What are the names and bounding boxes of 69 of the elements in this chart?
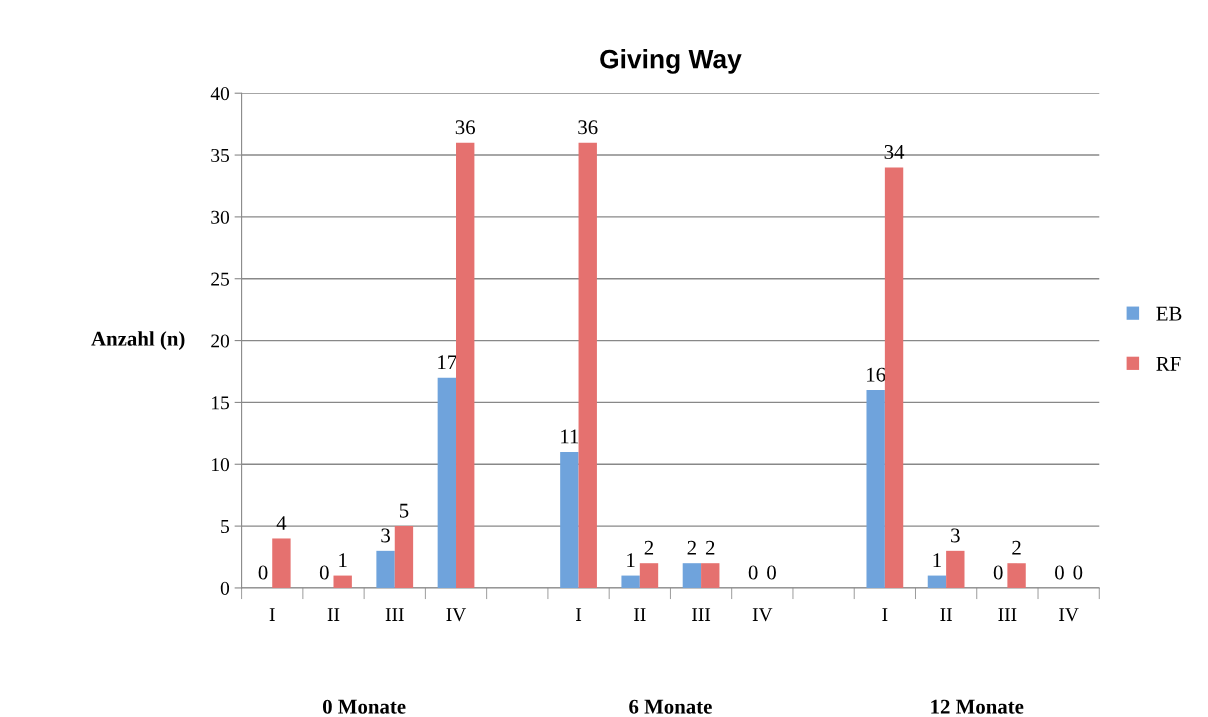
x-tick-label: II — [634, 608, 646, 621]
y-tick-label: 0 — [220, 581, 230, 595]
bar — [701, 563, 720, 588]
bar — [639, 563, 659, 588]
text: 0 Monate — [322, 699, 406, 714]
data-label: 2 — [644, 540, 654, 555]
y-tick-label: 25 — [211, 272, 230, 286]
data-label: 5 — [399, 503, 409, 518]
data-label: 16 — [867, 367, 886, 382]
bar — [927, 575, 947, 588]
text: 12 Monate — [931, 699, 1024, 714]
y-tick-label: 5 — [221, 520, 230, 534]
bar — [946, 550, 965, 588]
bar — [884, 167, 904, 588]
data-label: 1 — [627, 553, 635, 567]
bar — [682, 563, 702, 588]
data-label: 3 — [381, 528, 390, 543]
data-label: 2 — [687, 540, 696, 555]
data-label: 2 — [1012, 540, 1021, 555]
data-label: 4 — [276, 516, 287, 530]
x-tick-label: II — [327, 608, 340, 621]
y-tick-label: 30 — [211, 210, 230, 224]
data-label: 36 — [455, 120, 475, 135]
x-tick-label: II — [940, 608, 952, 621]
y-axis-title: Anzahl (n) — [91, 331, 185, 351]
data-label: 34 — [884, 145, 905, 160]
data-label: 2 — [705, 540, 715, 555]
y-tick-label: 15 — [212, 396, 230, 410]
x-tick-label: III — [998, 608, 1017, 621]
bar — [456, 142, 475, 588]
data-label: 0 — [258, 565, 268, 580]
x-tick-label: I — [269, 608, 275, 621]
chart-title: Giving Way — [600, 49, 742, 74]
data-label: 0 — [767, 565, 776, 580]
bar — [621, 575, 640, 588]
y-tick-label: 20 — [211, 334, 230, 348]
data-label: 0 — [993, 565, 1003, 580]
data-label: 1 — [933, 553, 941, 567]
x-tick-label: IV — [446, 608, 467, 622]
bar — [394, 526, 414, 588]
data-label: 0 — [1073, 565, 1083, 580]
x-tick-label: IV — [752, 608, 773, 622]
bar — [437, 377, 457, 588]
x-tick-label: III — [692, 608, 711, 621]
data-label: 36 — [578, 120, 598, 135]
data-label: 0 — [748, 565, 758, 580]
bar — [560, 451, 579, 588]
data-label: 3 — [951, 528, 960, 543]
y-tick-label: 35 — [211, 148, 230, 162]
bar — [376, 550, 395, 588]
bar — [1007, 563, 1026, 588]
bar — [578, 142, 597, 588]
data-label: 1 — [339, 553, 347, 567]
x-tick-label: IV — [1059, 608, 1079, 622]
legend-label: EB — [1156, 306, 1182, 321]
y-tick-label: 40 — [210, 87, 230, 101]
data-label: 0 — [319, 565, 329, 580]
text: 6 Monate — [629, 699, 712, 714]
legend-label: RF — [1156, 357, 1181, 371]
x-tick-label: III — [385, 608, 404, 621]
data-label: 11 — [561, 429, 579, 444]
data-label: 17 — [438, 355, 457, 370]
bar — [866, 390, 885, 588]
x-tick-label: I — [576, 608, 582, 621]
y-tick-label: 10 — [212, 458, 230, 472]
data-label: 0 — [1055, 565, 1064, 580]
x-tick-label: I — [882, 608, 888, 621]
bar — [333, 575, 352, 588]
bar — [272, 538, 291, 588]
